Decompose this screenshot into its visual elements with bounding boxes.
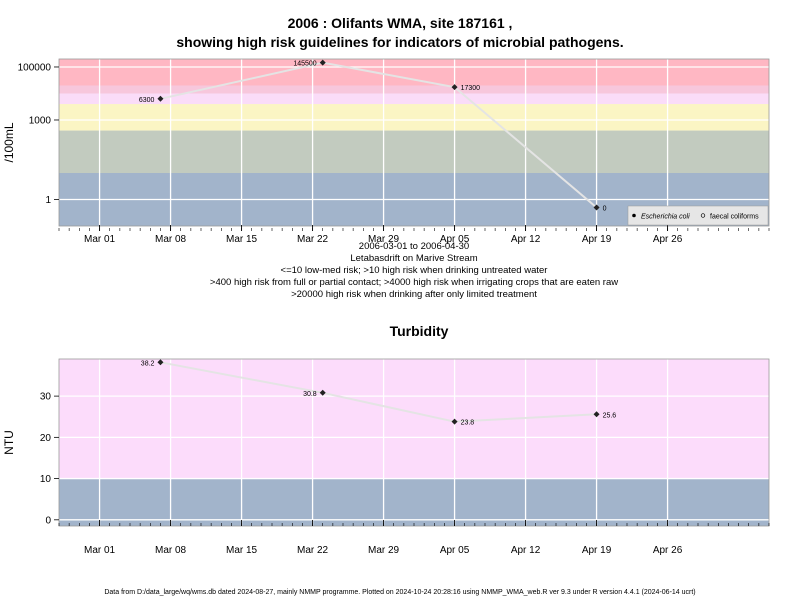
x-tick-label-1-5: Mar 29 bbox=[368, 234, 400, 245]
y-tick-label-1-2: 1000 bbox=[29, 115, 52, 126]
data-point-1-3 bbox=[451, 84, 458, 91]
x-tick-label-2-8: Apr 19 bbox=[582, 545, 612, 556]
x-tick-label-1-9: Apr 26 bbox=[653, 234, 683, 245]
data-label-2-3: 23.8 bbox=[461, 420, 475, 427]
caption-line-3: <=10 low-med risk; >10 high risk when dr… bbox=[281, 265, 548, 276]
legend-entry-2: faecal coliforms bbox=[710, 214, 759, 221]
y-tick-label-2-4: 30 bbox=[40, 392, 52, 403]
y-tick-label-2-2: 10 bbox=[40, 474, 52, 485]
caption-line-1: 2006-03-01 to 2006-04-30 bbox=[359, 241, 469, 252]
x-tick-label-1-8: Apr 19 bbox=[582, 234, 612, 245]
x-tick-label-1-3: Mar 15 bbox=[226, 234, 258, 245]
data-point-2-1 bbox=[157, 359, 164, 366]
series-line-2 bbox=[160, 361, 597, 423]
x-tick-label-2-9: Apr 26 bbox=[653, 545, 683, 556]
risk-band-1-5 bbox=[59, 85, 769, 94]
panel-title-2: Turbidity bbox=[390, 323, 449, 339]
y-tick-label-2-1: 0 bbox=[45, 515, 51, 526]
legend-entry-1: Escherichia coli bbox=[641, 214, 690, 221]
caption-line-2: Letabasdrift on Marive Stream bbox=[350, 253, 477, 264]
x-tick-label-1-7: Apr 12 bbox=[511, 234, 541, 245]
plot-frame-1 bbox=[58, 58, 770, 227]
data-point-2-4 bbox=[593, 411, 600, 418]
page-title: 2006 : Olifants WMA, site 187161 , showi… bbox=[0, 14, 800, 52]
y-tick-label-2-3: 20 bbox=[40, 433, 52, 444]
x-tick-label-2-5: Mar 29 bbox=[368, 545, 400, 556]
data-label-1-1: 6300 bbox=[139, 97, 155, 104]
risk-band-1-6 bbox=[59, 59, 769, 86]
x-tick-label-2-1: Mar 01 bbox=[84, 545, 116, 556]
x-tick-label-2-7: Apr 12 bbox=[511, 545, 541, 556]
data-point-2-2 bbox=[319, 389, 326, 396]
data-point-1-4 bbox=[593, 204, 600, 211]
title-line-1: 2006 : Olifants WMA, site 187161 , bbox=[287, 15, 513, 31]
data-label-1-4: 0 bbox=[603, 205, 607, 212]
legend-marker-2 bbox=[700, 213, 706, 218]
legend-marker-1 bbox=[632, 213, 636, 218]
risk-band-2-2 bbox=[59, 359, 769, 479]
data-point-2-3 bbox=[451, 418, 458, 425]
x-tick-label-2-3: Mar 15 bbox=[226, 545, 258, 556]
series-line-1 bbox=[160, 61, 598, 209]
data-label-2-4: 25.6 bbox=[603, 412, 617, 419]
x-tick-label-1-4: Mar 22 bbox=[297, 234, 329, 245]
caption-line-5: >20000 high risk when drinking after onl… bbox=[291, 289, 537, 300]
y-axis-title-2: NTU bbox=[2, 430, 16, 455]
data-point-1-2 bbox=[319, 59, 326, 66]
legend-box bbox=[627, 205, 769, 226]
risk-band-2-1 bbox=[59, 478, 769, 526]
risk-band-1-3 bbox=[59, 104, 769, 131]
y-tick-label-1-3: 100000 bbox=[18, 62, 52, 73]
title-line-2: showing high risk guidelines for indicat… bbox=[176, 34, 624, 50]
risk-band-1-2 bbox=[59, 130, 769, 173]
data-label-2-2: 30.8 bbox=[303, 391, 317, 398]
y-tick-label-1-1: 1 bbox=[45, 195, 51, 206]
data-label-2-1: 38.2 bbox=[141, 360, 155, 367]
risk-band-1-4 bbox=[59, 93, 769, 105]
x-tick-label-1-6: Apr 05 bbox=[440, 234, 470, 245]
data-label-1-2: 145500 bbox=[293, 61, 316, 68]
x-tick-label-2-6: Apr 05 bbox=[440, 545, 470, 556]
x-tick-label-2-2: Mar 08 bbox=[155, 545, 187, 556]
data-point-1-1 bbox=[157, 95, 164, 102]
x-tick-label-2-4: Mar 22 bbox=[297, 545, 329, 556]
x-tick-label-1-2: Mar 08 bbox=[155, 234, 187, 245]
x-tick-label-1-1: Mar 01 bbox=[84, 234, 116, 245]
y-axis-title-1: /100mL bbox=[2, 122, 16, 162]
data-label-1-3: 17300 bbox=[461, 85, 481, 92]
caption-line-4: >400 high risk from full or partial cont… bbox=[210, 277, 618, 288]
footer-note: Data from D:/data_large/wq/wms.db dated … bbox=[104, 589, 696, 596]
